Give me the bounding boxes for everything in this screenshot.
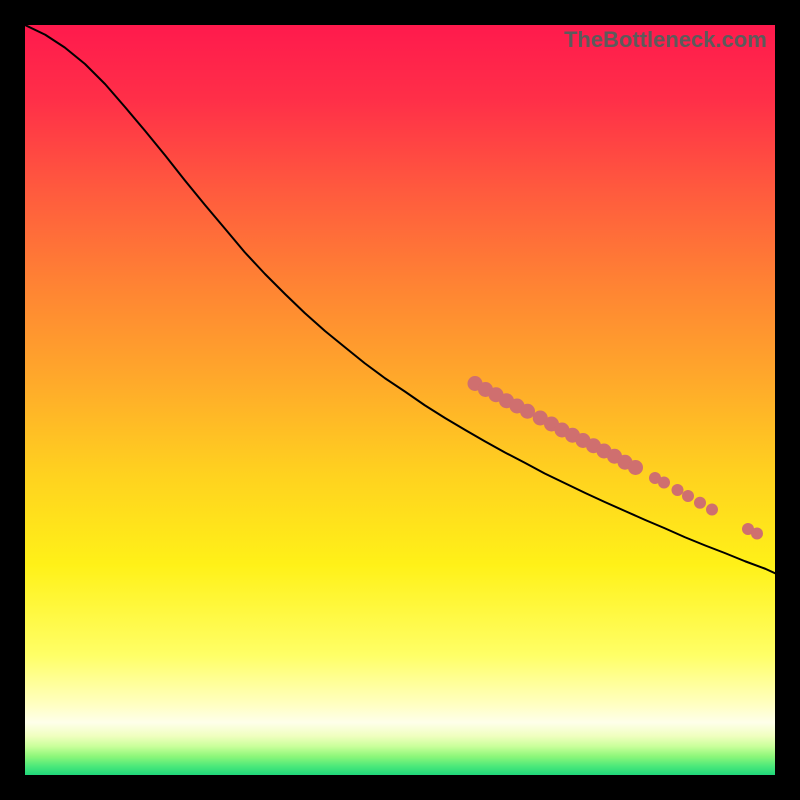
- chart-frame: TheBottleneck.com: [0, 0, 800, 800]
- curve-line: [25, 25, 775, 573]
- data-marker: [751, 528, 763, 540]
- data-marker: [628, 460, 643, 475]
- data-marker: [682, 490, 694, 502]
- data-marker: [706, 504, 718, 516]
- data-marker: [658, 477, 670, 489]
- data-marker: [694, 497, 706, 509]
- marker-group: [468, 376, 764, 540]
- chart-overlay: [25, 25, 775, 775]
- plot-area: TheBottleneck.com: [25, 25, 775, 775]
- data-marker: [672, 484, 684, 496]
- data-marker: [520, 404, 535, 419]
